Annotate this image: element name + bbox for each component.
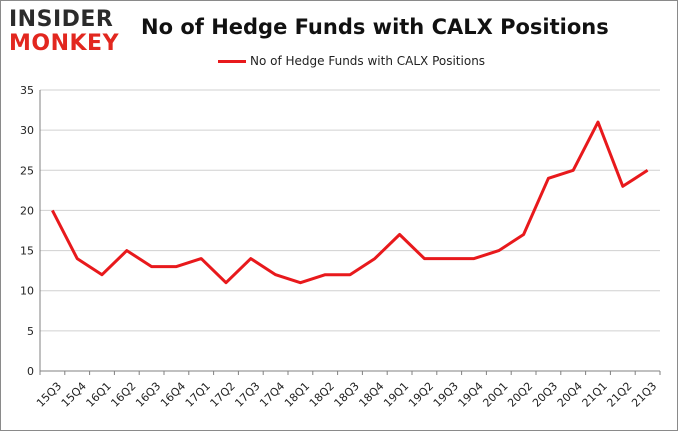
x-tick-label: 18Q1 [282,380,312,410]
x-tick-label: 20Q1 [480,380,510,410]
y-tick-label: 25 [20,164,34,177]
x-tick-label: 20Q3 [530,380,560,410]
x-tick-label: 16Q4 [158,380,188,410]
x-tick-label: 19Q4 [456,380,486,410]
y-tick-label: 15 [20,245,34,258]
legend-swatch [218,59,246,63]
x-tick-label: 19Q3 [431,380,461,410]
x-tick-label: 18Q2 [307,380,337,410]
legend-label: No of Hedge Funds with CALX Positions [250,54,486,68]
y-tick-label: 0 [27,365,34,378]
y-tick-label: 5 [27,325,34,338]
x-tick-label: 17Q2 [208,380,238,410]
y-tick-label: 35 [20,84,34,97]
logo-line-2: MONKEY [9,31,120,56]
logo-line-1: INSIDER [9,7,114,32]
chart-legend: No of Hedge Funds with CALX Positions [218,54,485,68]
x-tick-label: 18Q3 [332,380,362,410]
x-tick-label: 17Q3 [232,380,262,410]
x-tick-label: 19Q1 [381,380,411,410]
chart-title: No of Hedge Funds with CALX Positions [141,15,609,39]
x-tick-label: 15Q4 [59,380,89,410]
x-tick-label: 19Q2 [406,380,436,410]
x-tick-label: 17Q1 [183,380,213,410]
y-tick-label: 20 [20,204,34,217]
x-tick-label: 18Q4 [356,380,386,410]
y-tick-label: 30 [20,124,34,137]
x-tick-label: 15Q3 [34,380,64,410]
x-tick-label: 20Q4 [555,380,585,410]
x-tick-label: 21Q2 [604,380,634,410]
y-tick-label: 10 [20,285,34,298]
x-tick-label: 16Q2 [108,380,138,410]
x-tick-label: 21Q3 [629,380,659,410]
x-tick-label: 16Q1 [84,380,114,410]
series-line [51,120,649,285]
x-tick-label: 17Q4 [257,380,287,410]
x-tick-label: 21Q1 [580,380,610,410]
x-tick-label: 16Q3 [133,380,163,410]
x-tick-label: 20Q2 [505,380,535,410]
insider-monkey-logo: INSIDER MONKEY [9,7,129,57]
